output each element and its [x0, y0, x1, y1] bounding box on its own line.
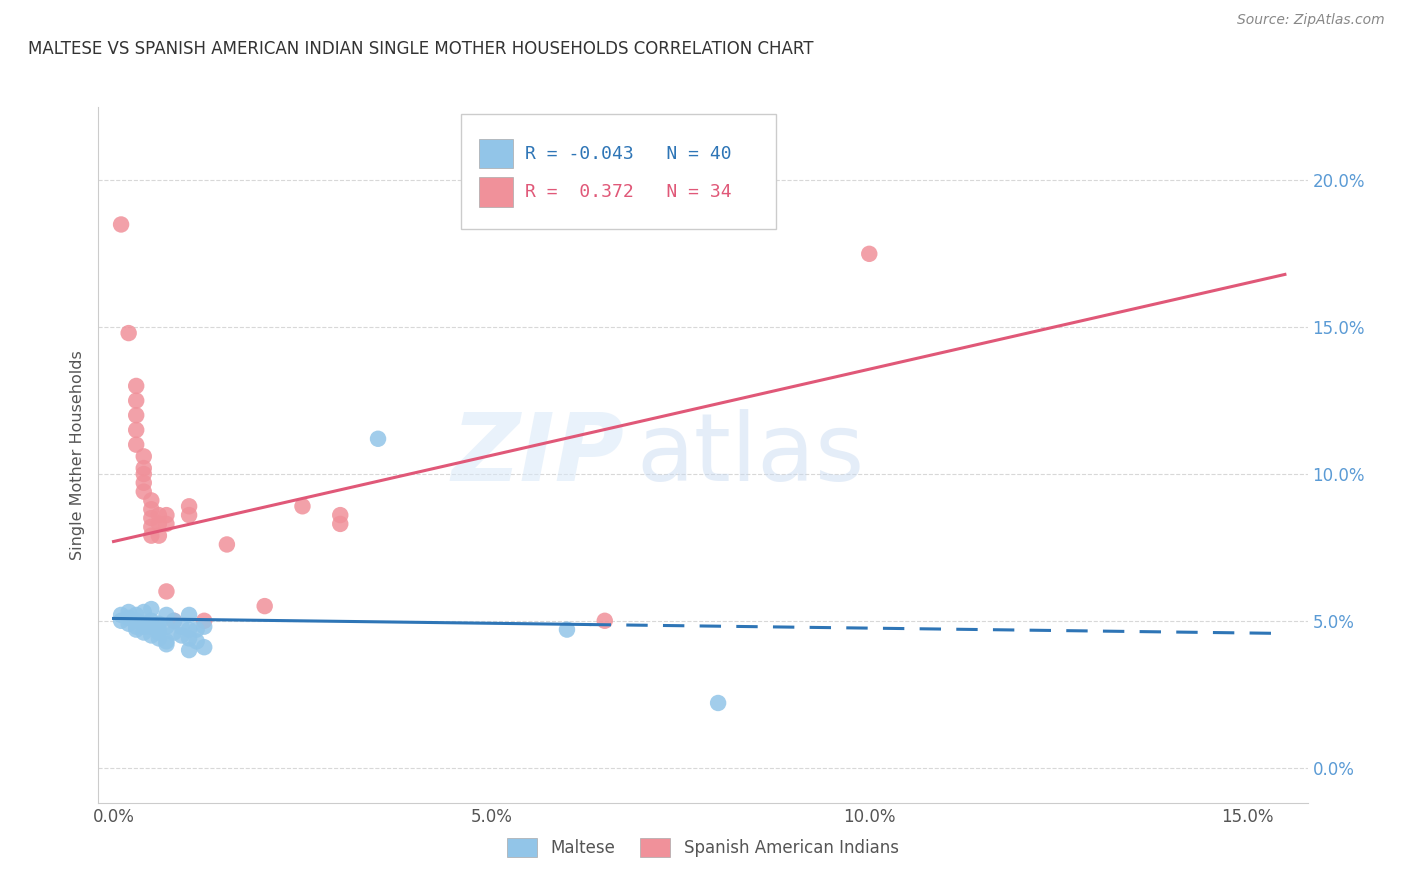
Point — [155, 620, 177, 634]
Point — [141, 529, 163, 543]
Text: MALTESE VS SPANISH AMERICAN INDIAN SINGLE MOTHER HOUSEHOLDS CORRELATION CHART: MALTESE VS SPANISH AMERICAN INDIAN SINGL… — [28, 40, 814, 58]
Point — [155, 607, 177, 622]
Point — [118, 326, 141, 340]
Point — [132, 616, 155, 631]
Point — [141, 614, 163, 628]
Point — [253, 599, 276, 613]
Point — [155, 516, 177, 531]
Point — [329, 516, 352, 531]
Point — [193, 614, 215, 628]
Point — [110, 614, 132, 628]
Point — [125, 620, 148, 634]
Point — [132, 484, 155, 499]
Point — [163, 614, 186, 628]
Point — [125, 423, 148, 437]
Point — [555, 623, 578, 637]
Point — [118, 616, 141, 631]
Point — [132, 467, 155, 481]
Point — [186, 634, 208, 648]
Point — [141, 520, 163, 534]
Point — [593, 614, 616, 628]
Point — [110, 218, 132, 232]
Point — [148, 529, 170, 543]
Point — [125, 437, 148, 451]
Point — [125, 379, 148, 393]
Point — [125, 409, 148, 423]
Point — [125, 614, 148, 628]
Point — [179, 500, 201, 514]
Point — [170, 628, 193, 642]
Point — [132, 461, 155, 475]
Point — [125, 623, 148, 637]
Point — [179, 623, 201, 637]
FancyBboxPatch shape — [461, 114, 776, 229]
Point — [155, 508, 177, 522]
Text: R = -0.043   N = 40: R = -0.043 N = 40 — [526, 145, 733, 162]
Point — [155, 634, 177, 648]
Point — [163, 625, 186, 640]
Point — [148, 616, 170, 631]
Text: R =  0.372   N = 34: R = 0.372 N = 34 — [526, 183, 733, 201]
Point — [193, 640, 215, 655]
Point — [170, 620, 193, 634]
Point — [141, 602, 163, 616]
Point — [329, 508, 352, 522]
Text: Source: ZipAtlas.com: Source: ZipAtlas.com — [1237, 13, 1385, 28]
Text: atlas: atlas — [637, 409, 865, 501]
Point — [125, 607, 148, 622]
Point — [132, 620, 155, 634]
Point — [179, 607, 201, 622]
Point — [132, 605, 155, 619]
Point — [148, 632, 170, 646]
Legend: Maltese, Spanish American Indians: Maltese, Spanish American Indians — [501, 831, 905, 864]
Point — [179, 632, 201, 646]
Point — [155, 584, 177, 599]
Point — [148, 623, 170, 637]
Point — [163, 614, 186, 628]
Point — [132, 625, 155, 640]
Point — [148, 516, 170, 531]
Point — [179, 643, 201, 657]
Point — [215, 537, 238, 551]
Point — [193, 620, 215, 634]
Point — [118, 611, 141, 625]
Point — [110, 607, 132, 622]
Point — [179, 508, 201, 522]
Point — [141, 511, 163, 525]
Point — [148, 508, 170, 522]
Point — [367, 432, 389, 446]
Point — [155, 637, 177, 651]
FancyBboxPatch shape — [479, 178, 513, 207]
Point — [858, 247, 880, 261]
Point — [291, 500, 314, 514]
Y-axis label: Single Mother Households: Single Mother Households — [70, 350, 86, 560]
Point — [141, 502, 163, 516]
Point — [148, 625, 170, 640]
Point — [118, 605, 141, 619]
Point — [132, 450, 155, 464]
Point — [141, 628, 163, 642]
Point — [125, 393, 148, 408]
Point — [186, 623, 208, 637]
Point — [132, 475, 155, 490]
Text: ZIP: ZIP — [451, 409, 624, 501]
Point — [707, 696, 730, 710]
Point — [141, 493, 163, 508]
FancyBboxPatch shape — [479, 139, 513, 169]
Point — [141, 620, 163, 634]
